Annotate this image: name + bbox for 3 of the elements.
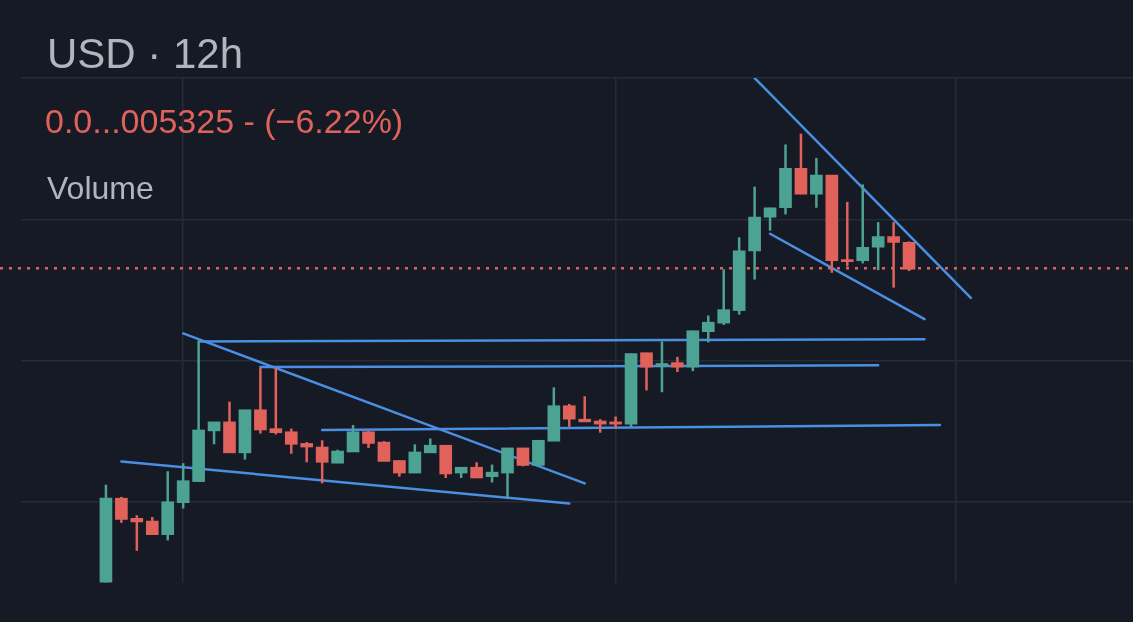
annotation: Volume xyxy=(47,170,154,207)
chart-subtitle: 0.0...005325 - (−6.22%) xyxy=(45,102,404,142)
chart-title: USD · 12h xyxy=(47,30,244,79)
